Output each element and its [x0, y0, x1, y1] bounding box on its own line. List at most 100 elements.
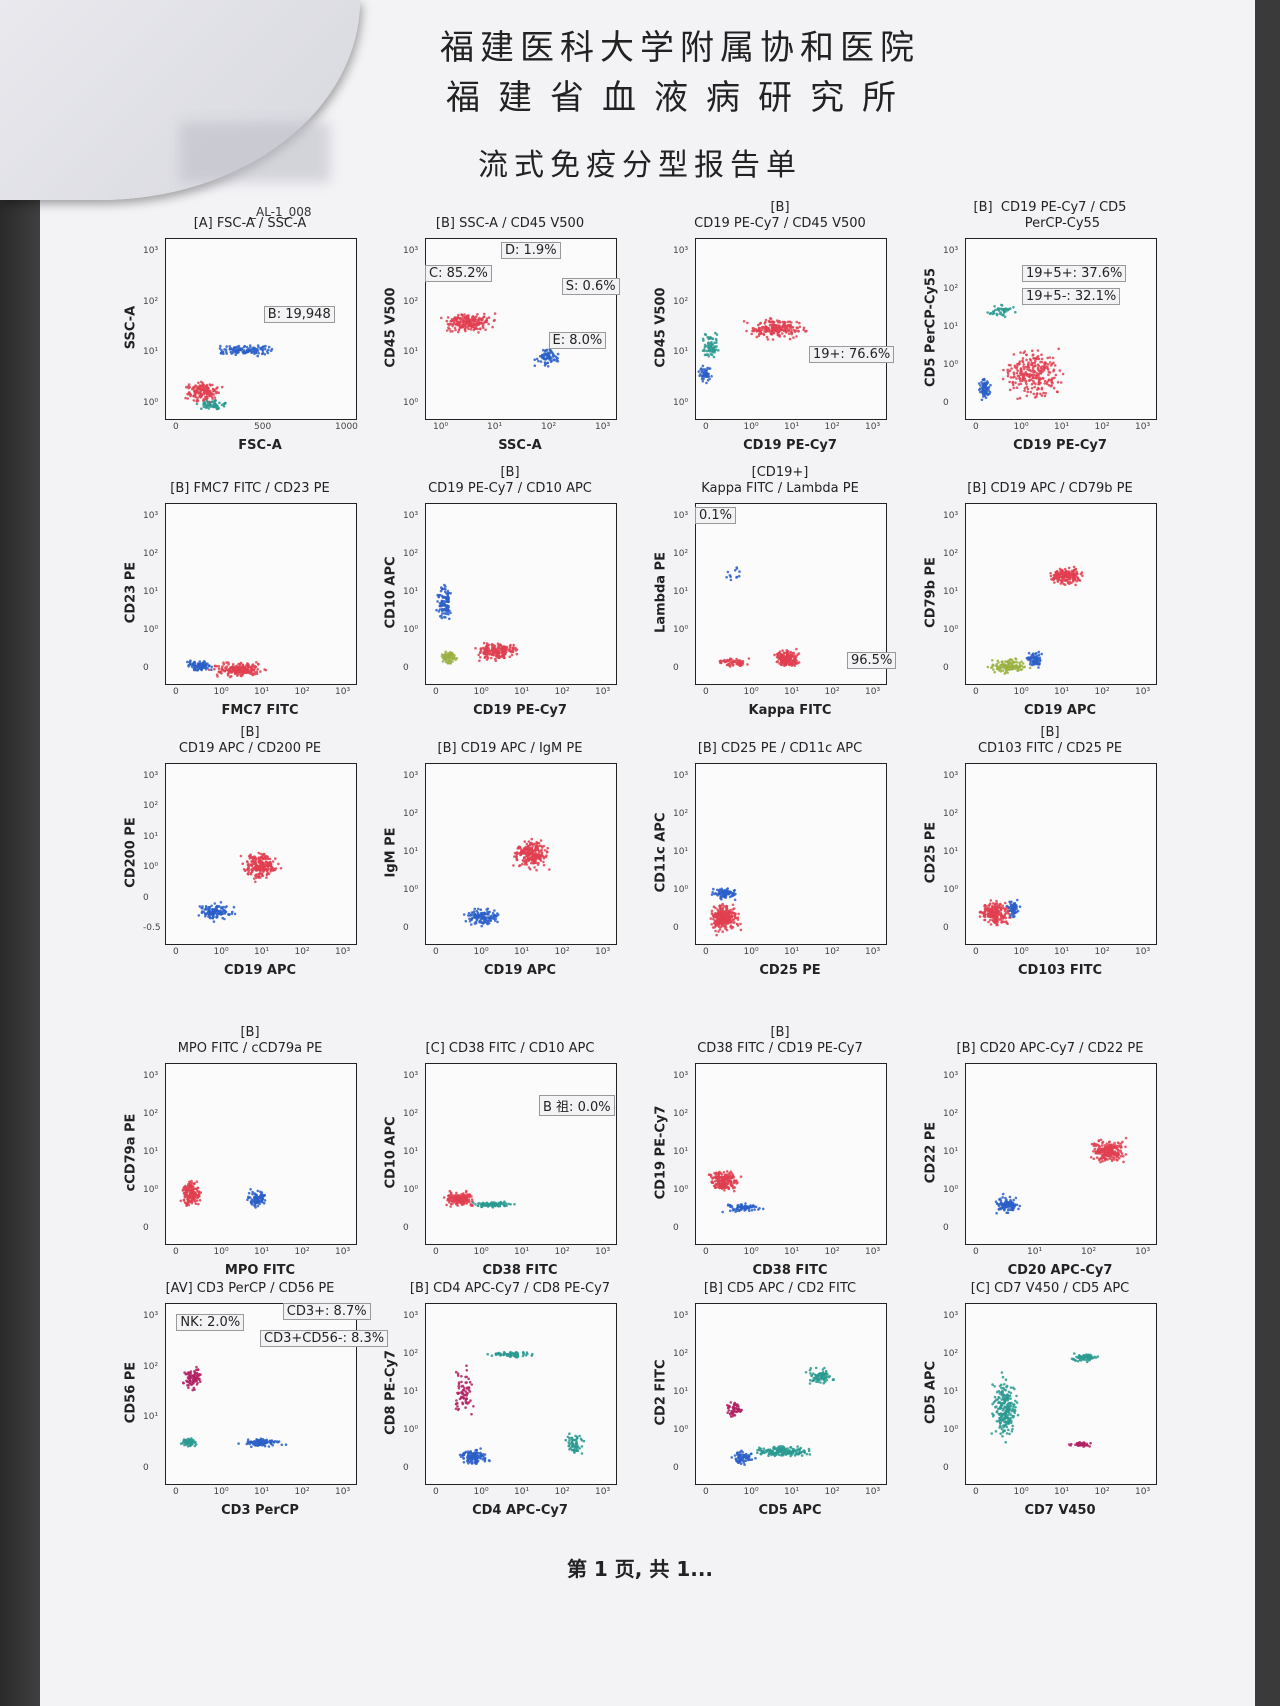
event-dot [552, 358, 556, 361]
event-dot [249, 672, 252, 675]
event-dot [1062, 582, 1065, 586]
event-dot [985, 908, 988, 911]
event-dot [220, 403, 224, 407]
event-dot [719, 1184, 722, 1188]
event-dot [542, 860, 545, 864]
event-dot [784, 324, 787, 328]
event-dot [192, 1187, 195, 1190]
event-dot [482, 315, 486, 318]
event-dot [221, 912, 225, 915]
event-dot [1012, 306, 1015, 309]
event-dot [527, 840, 531, 843]
event-dot [449, 658, 453, 662]
event-dot [496, 1203, 499, 1207]
event-dot [997, 910, 1001, 913]
event-dot [199, 394, 202, 397]
event-dot [192, 1185, 195, 1188]
event-dot [728, 914, 731, 917]
event-dot [546, 361, 550, 365]
event-dot [193, 1182, 196, 1185]
event-dot [252, 867, 256, 871]
event-dot [486, 913, 489, 916]
y-tick-label: 0 [943, 663, 949, 673]
event-dot [248, 857, 252, 860]
event-dot [485, 1201, 489, 1205]
event-dot [210, 665, 213, 669]
event-dot [781, 649, 784, 652]
event-dot [986, 665, 990, 669]
event-dot [744, 1202, 747, 1205]
event-dot [787, 662, 791, 666]
event-dot [195, 1196, 198, 1199]
event-dot [271, 860, 275, 863]
event-dot [752, 327, 756, 330]
event-dot [1013, 364, 1017, 368]
event-dot [231, 349, 235, 353]
event-dot [1020, 660, 1023, 663]
event-dot [1008, 380, 1011, 384]
event-dot [1046, 363, 1050, 366]
event-dot [449, 591, 452, 595]
event-dot [471, 1204, 474, 1208]
event-dot [263, 347, 267, 351]
event-dot [542, 844, 546, 848]
event-dot [254, 880, 257, 884]
event-dot [1092, 1150, 1095, 1153]
event-dot [792, 663, 796, 666]
event-dot [193, 660, 196, 664]
event-dot [215, 673, 219, 676]
event-dot [528, 856, 532, 859]
event-dot [711, 1181, 715, 1184]
scatter-plot [695, 238, 887, 420]
event-dot [217, 665, 221, 668]
event-dot [532, 844, 535, 847]
event-dot [200, 911, 204, 915]
event-dot [456, 1200, 460, 1204]
x-tick-label: 10² [824, 1247, 840, 1257]
event-dot [530, 859, 534, 862]
event-dot [702, 339, 705, 342]
event-dot [725, 928, 729, 932]
event-dot [1009, 364, 1012, 367]
event-dot [1019, 382, 1023, 386]
event-dot [448, 617, 451, 621]
event-dot [218, 401, 221, 405]
event-dot [478, 920, 481, 923]
event-dot [509, 643, 512, 647]
x-tick-label: 10² [554, 1247, 570, 1257]
event-dot [1014, 310, 1017, 314]
event-dot [725, 575, 728, 579]
event-dot [213, 389, 216, 393]
event-dot [724, 1180, 727, 1183]
event-dot [1058, 578, 1061, 582]
event-dot [1021, 360, 1025, 364]
event-dot [719, 916, 722, 920]
event-dot [739, 1175, 743, 1178]
event-dot [731, 903, 735, 907]
event-dot [1032, 373, 1036, 377]
event-dot [1041, 365, 1045, 368]
event-dot [241, 663, 245, 667]
event-dot [726, 919, 730, 923]
y-axis-label: CD23 PE [123, 561, 139, 624]
event-dot [1000, 663, 1003, 667]
event-dot [221, 665, 224, 668]
event-dot [513, 855, 516, 858]
event-dot [767, 319, 771, 323]
event-dot [1000, 304, 1004, 307]
event-dot [1078, 579, 1082, 582]
event-dot [479, 321, 482, 325]
event-dot [1004, 660, 1007, 663]
event-dot [709, 345, 713, 348]
event-dot [496, 920, 499, 924]
event-dot [747, 1209, 751, 1212]
x-tick-label: 10³ [865, 947, 881, 957]
event-dot [539, 360, 543, 363]
event-dot [987, 904, 991, 907]
event-dot [464, 919, 468, 923]
x-tick-label: 0 [703, 687, 709, 697]
event-dot [718, 1186, 721, 1190]
event-dot [985, 905, 988, 908]
event-dot [483, 312, 486, 316]
event-dot [247, 347, 250, 350]
